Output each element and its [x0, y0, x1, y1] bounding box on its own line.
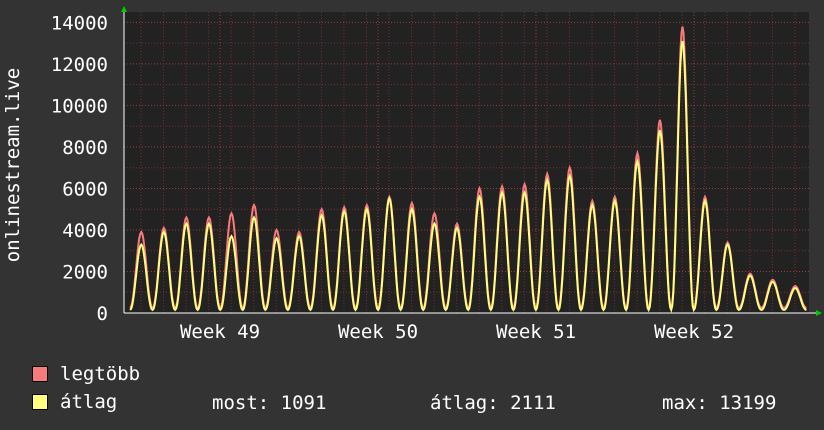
x-tick-label: Week 52: [654, 321, 734, 343]
y-tick-label: 14000: [51, 12, 108, 34]
legend-swatch-avg: [32, 394, 48, 410]
y-tick-label: 4000: [62, 220, 108, 242]
y-axis-label: onlinestream.live: [2, 68, 24, 262]
y-tick-label: 2000: [62, 261, 108, 283]
y-tick-label: 0: [97, 303, 108, 325]
chart: 0 2000 4000 6000 8000 10000 12000 14000 Week 49 W…: [2, 6, 822, 343]
legend-label-max: legtöbb: [60, 363, 141, 385]
legend-item-avg: átlag: [32, 391, 118, 413]
stat-now: most: 1091: [212, 392, 327, 414]
series-line-atlag: [129, 40, 807, 314]
legend-label-avg: átlag: [60, 391, 118, 413]
x-tick-label: Week 50: [338, 321, 418, 343]
x-tick-label: Week 49: [180, 321, 260, 343]
legend-swatch-max: [32, 366, 48, 382]
stat-max: max: 13199: [662, 392, 777, 414]
stat-average: átlag: 2111: [430, 392, 556, 414]
y-axis-arrow: [121, 6, 127, 12]
y-tick-label: 6000: [62, 178, 108, 200]
x-axis-arrow: [816, 310, 822, 316]
x-tick-label: Week 51: [496, 321, 576, 343]
plot-area: [124, 12, 809, 313]
y-tick-label: 10000: [51, 95, 108, 117]
y-tick-label: 8000: [62, 137, 108, 159]
y-tick-label: 12000: [51, 54, 108, 76]
legend-item-max: legtöbb: [32, 363, 141, 385]
